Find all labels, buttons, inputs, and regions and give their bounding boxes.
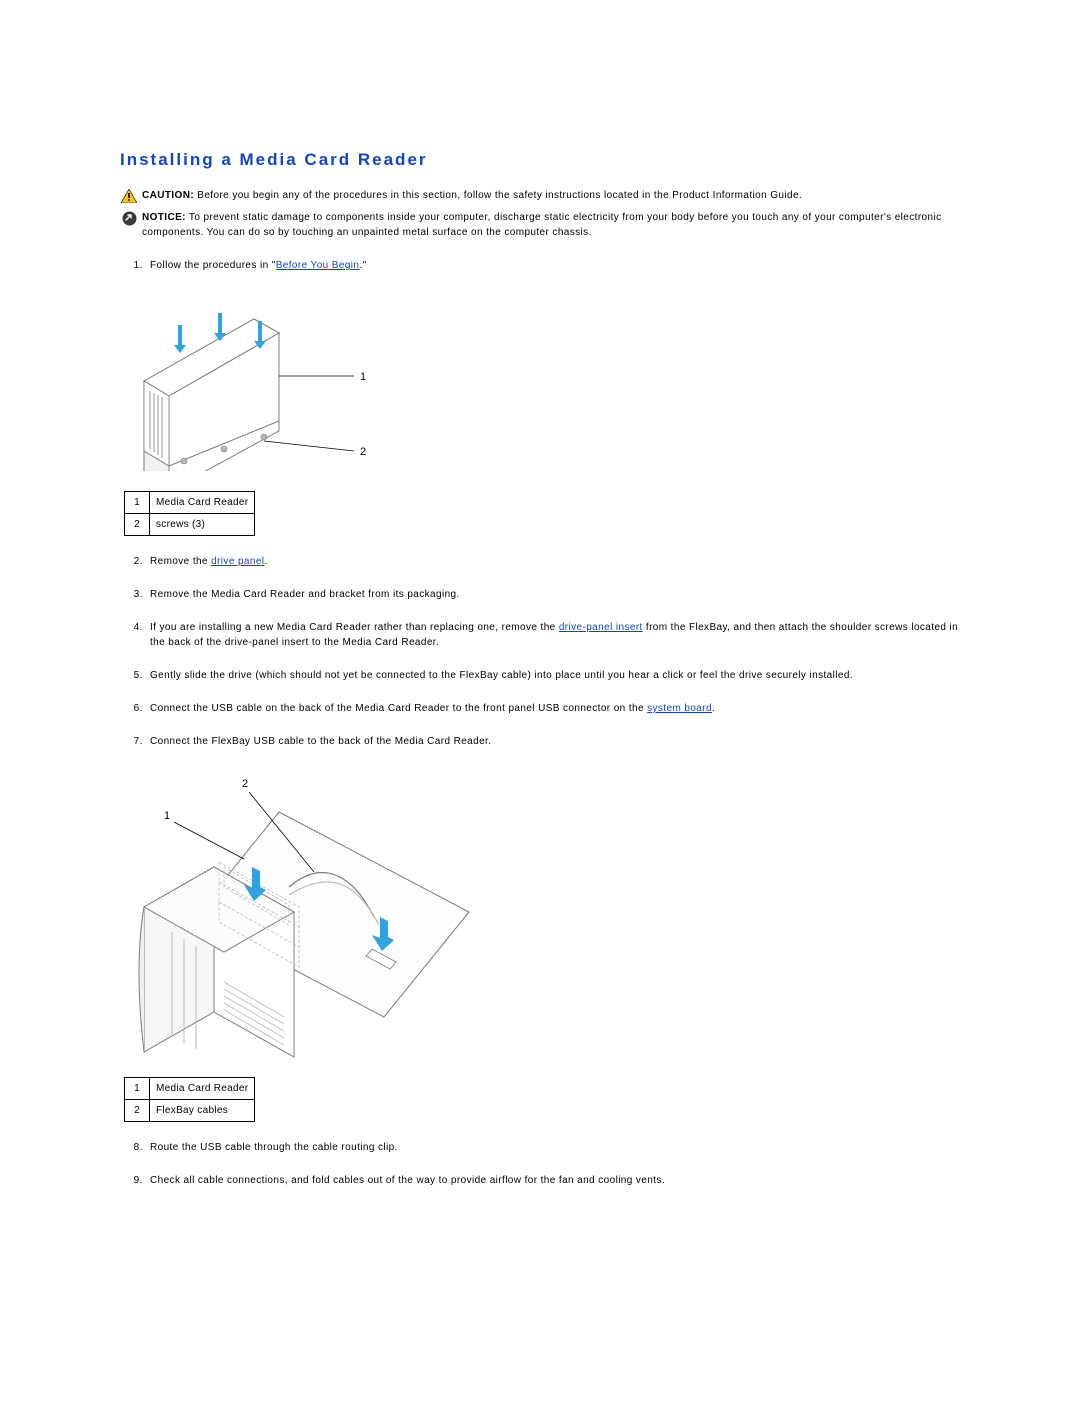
figure-1-svg: 1 2 <box>124 291 384 471</box>
table-row: 2 screws (3) <box>125 514 255 536</box>
figure-2-legend: 1 Media Card Reader 2 FlexBay cables <box>124 1077 255 1122</box>
step-3: Remove the Media Card Reader and bracket… <box>146 587 960 602</box>
step-4-pre: If you are installing a new Media Card R… <box>150 622 559 633</box>
legend-num: 1 <box>125 492 150 514</box>
notice-row: NOTICE: To prevent static damage to comp… <box>120 210 960 240</box>
fig2-callout2: 2 <box>242 778 249 790</box>
link-system-board[interactable]: system board <box>647 703 712 714</box>
step-4: If you are installing a new Media Card R… <box>146 620 960 650</box>
caution-row: CAUTION: Before you begin any of the pro… <box>120 188 960 204</box>
figure-2-svg: 1 2 <box>124 767 484 1067</box>
step-6-post: . <box>712 703 715 714</box>
step-6-pre: Connect the USB cable on the back of the… <box>150 703 647 714</box>
link-drive-panel[interactable]: drive panel <box>211 556 264 567</box>
figure-1: 1 2 1 Media Card Reader 2 screws (3) <box>124 291 960 536</box>
step-1-pre: Follow the procedures in " <box>150 260 276 271</box>
legend-num: 2 <box>125 514 150 536</box>
step-9: Check all cable connections, and fold ca… <box>146 1173 960 1188</box>
step-2-pre: Remove the <box>150 556 211 567</box>
notice-body: To prevent static damage to components i… <box>142 212 942 238</box>
notice-icon <box>120 210 138 226</box>
document-page: Installing a Media Card Reader CAUTION: … <box>0 0 1080 1406</box>
section-title: Installing a Media Card Reader <box>120 150 960 170</box>
link-drive-panel-insert[interactable]: drive-panel insert <box>559 622 643 633</box>
table-row: 1 Media Card Reader <box>125 492 255 514</box>
legend-label: FlexBay cables <box>150 1100 255 1122</box>
step-7-text: Connect the FlexBay USB cable to the bac… <box>150 736 491 747</box>
table-row: 2 FlexBay cables <box>125 1100 255 1122</box>
fig1-callout1: 1 <box>360 371 367 383</box>
figure-1-legend: 1 Media Card Reader 2 screws (3) <box>124 491 255 536</box>
step-2: Remove the drive panel. <box>146 554 960 569</box>
link-before-you-begin[interactable]: Before You Begin <box>276 260 360 271</box>
fig1-callout2: 2 <box>360 446 367 458</box>
step-2-post: . <box>264 556 267 567</box>
caution-body: Before you begin any of the procedures i… <box>194 190 802 201</box>
legend-label: Media Card Reader <box>150 492 255 514</box>
table-row: 1 Media Card Reader <box>125 1078 255 1100</box>
steps-list: Follow the procedures in "Before You Beg… <box>120 258 960 1188</box>
step-1: Follow the procedures in "Before You Beg… <box>146 258 960 536</box>
step-8: Route the USB cable through the cable ro… <box>146 1140 960 1155</box>
notice-label: NOTICE: <box>142 212 186 223</box>
legend-label: screws (3) <box>150 514 255 536</box>
notice-text: NOTICE: To prevent static damage to comp… <box>142 210 960 240</box>
caution-label: CAUTION: <box>142 190 194 201</box>
legend-num: 1 <box>125 1078 150 1100</box>
caution-icon <box>120 188 138 204</box>
step-6: Connect the USB cable on the back of the… <box>146 701 960 716</box>
legend-num: 2 <box>125 1100 150 1122</box>
step-5: Gently slide the drive (which should not… <box>146 668 960 683</box>
legend-label: Media Card Reader <box>150 1078 255 1100</box>
step-7: Connect the FlexBay USB cable to the bac… <box>146 734 960 1122</box>
fig2-callout1: 1 <box>164 810 171 822</box>
figure-2: 1 2 1 Media Card Reader 2 FlexBay cables <box>124 767 960 1122</box>
caution-text: CAUTION: Before you begin any of the pro… <box>142 188 960 203</box>
step-1-post: ." <box>359 260 366 271</box>
